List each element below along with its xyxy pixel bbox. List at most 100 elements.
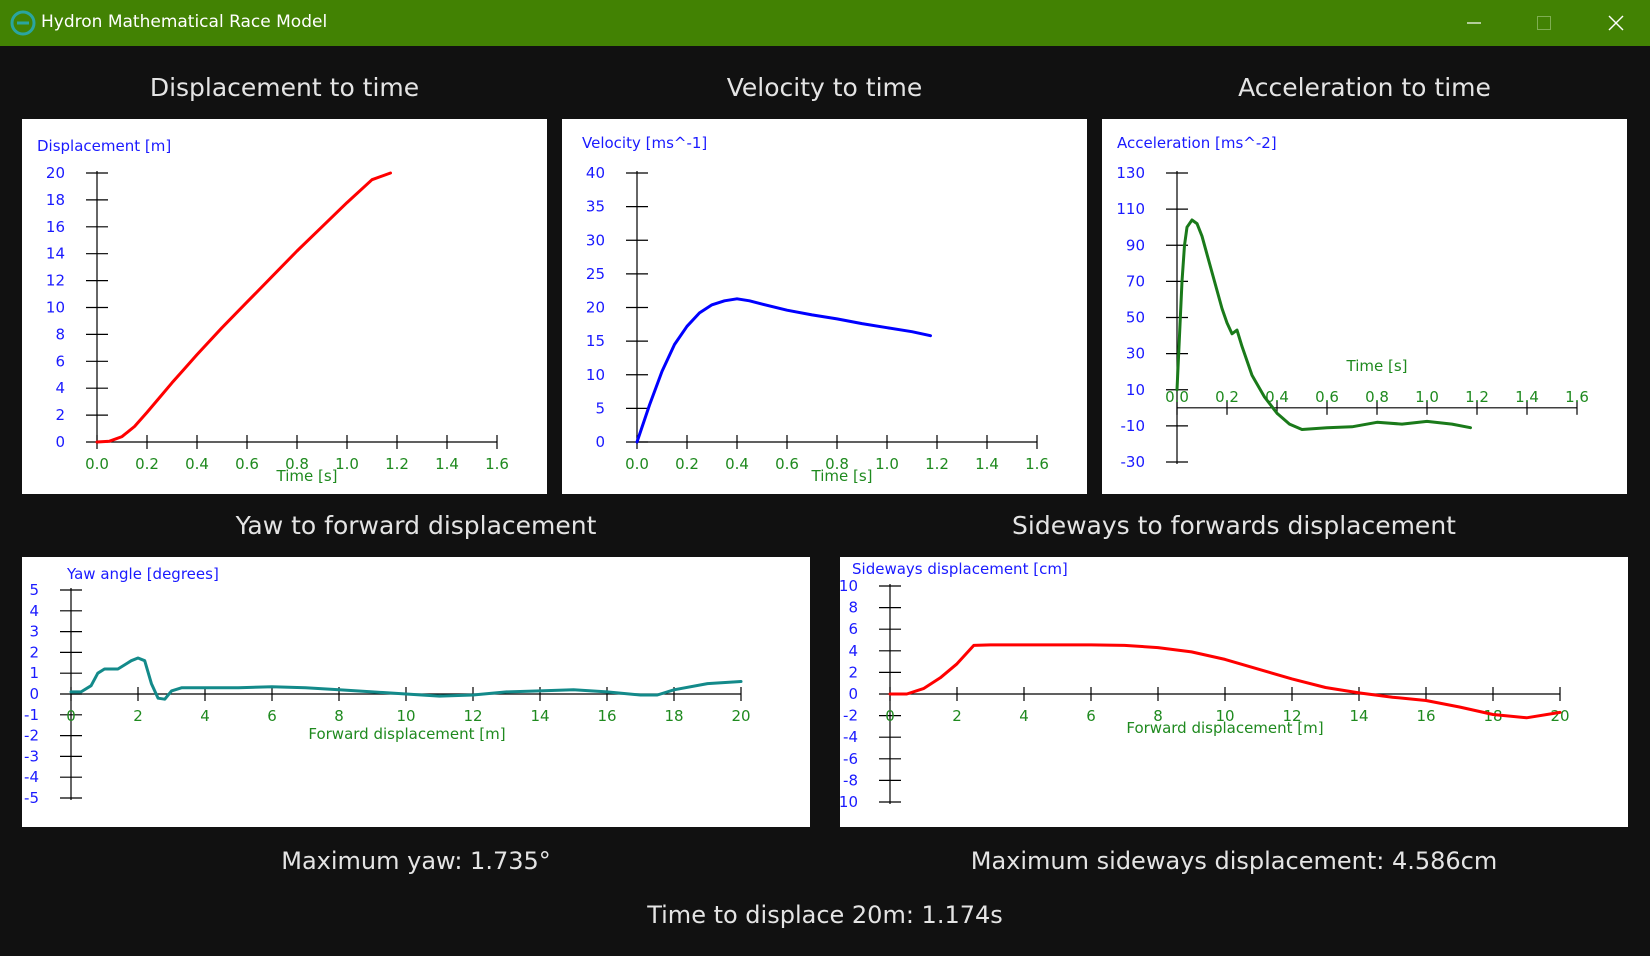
y-tick-label: 16 (46, 218, 65, 236)
x-tick-label: 0 (885, 707, 895, 725)
y-tick-label: 30 (586, 231, 605, 249)
y-axis-title: Acceleration [ms^-2] (1117, 134, 1277, 152)
y-tick-label: 70 (1126, 272, 1145, 290)
x-tick-label: 6 (267, 707, 277, 725)
app-logo-icon (10, 10, 36, 36)
x-tick-label: 12 (1282, 707, 1301, 725)
x-tick-label: 20 (731, 707, 750, 725)
y-axis-title: Yaw angle [degrees] (66, 565, 219, 583)
x-tick-label: 0.8 (825, 455, 849, 473)
y-tick-label: 0 (848, 685, 858, 703)
y-tick-label: 2 (848, 663, 858, 681)
x-tick-label: 1.0 (335, 455, 359, 473)
y-tick-label: 10 (586, 366, 605, 384)
y-tick-label: 14 (46, 245, 65, 263)
minimize-button[interactable] (1440, 0, 1508, 46)
y-tick-label: 30 (1126, 345, 1145, 363)
x-tick-label: 1.2 (1465, 388, 1489, 406)
y-tick-label: 90 (1126, 236, 1145, 254)
y-tick-label: 6 (55, 352, 65, 370)
y-tick-label: -10 (840, 793, 858, 811)
x-tick-label: 16 (1416, 707, 1435, 725)
displacement-chart: 0 2 4 6 8 10 12 14 16 18 20 0.0 0.2 0.4 0.6 0.8 1.0 1.2 1.… (22, 119, 547, 494)
y-tick-label: 10 (46, 299, 65, 317)
y-axis-title: Sideways displacement [cm] (852, 560, 1068, 578)
x-tick-label: 1.4 (975, 455, 999, 473)
x-tick-label: 14 (530, 707, 549, 725)
y-tick-label: -3 (24, 747, 39, 765)
x-axis-title: Time [s] (811, 467, 873, 485)
y-tick-label: 8 (848, 599, 858, 617)
minimize-icon (1467, 22, 1481, 24)
y-tick-label: -2 (24, 727, 39, 745)
x-axis-title: Forward displacement [m] (308, 725, 505, 743)
yaw-chart-title: Yaw to forward displacement (235, 511, 597, 540)
yaw-chart: -5 -4 -3 -2 -1 0 1 2 3 4 5 0 2 4 6 8 10 12 14 16 18 20 Yaw ang… (22, 557, 810, 827)
y-tick-label: 4 (55, 379, 65, 397)
y-tick-label: 0 (29, 685, 39, 703)
x-axis-title: Time [s] (1346, 357, 1408, 375)
x-tick-label: 0.8 (1365, 388, 1389, 406)
y-tick-label: 3 (29, 623, 39, 641)
acceleration-chart: -30 -10 10 30 50 70 90 110 130 0.0 0.2 0.4 0.6 0.8 1.0… (1102, 119, 1627, 494)
acceleration-chart-title: Acceleration to time (1238, 73, 1491, 102)
x-tick-label: 8 (1153, 707, 1163, 725)
x-tick-label: 0.6 (775, 455, 799, 473)
series-line (1175, 218, 1472, 431)
y-tick-label: 15 (586, 332, 605, 350)
x-tick-label: 6 (1086, 707, 1096, 725)
window-title: Hydron Mathematical Race Model (41, 12, 328, 32)
y-tick-label: 0 (595, 433, 605, 451)
x-tick-label: 12 (463, 707, 482, 725)
series-line (95, 171, 392, 444)
y-tick-label: -4 (24, 768, 39, 786)
y-tick-label: 18 (46, 191, 65, 209)
x-tick-label: 14 (1349, 707, 1368, 725)
y-tick-label: 25 (586, 265, 605, 283)
x-tick-label: 1.4 (1515, 388, 1539, 406)
x-tick-label: 10 (1215, 707, 1234, 725)
x-tick-label: 16 (597, 707, 616, 725)
x-tick-label: 4 (1019, 707, 1029, 725)
max-yaw-readout: Maximum yaw: 1.735° (281, 847, 551, 875)
x-tick-label: 0.6 (1315, 388, 1339, 406)
y-tick-label: 1 (29, 664, 39, 682)
x-tick-label: 0.0 (85, 455, 109, 473)
series-line (635, 297, 932, 444)
title-bar[interactable]: Hydron Mathematical Race Model (0, 0, 1650, 46)
x-tick-label: 0 (66, 707, 76, 725)
close-button[interactable] (1582, 0, 1650, 46)
y-tick-label: 2 (29, 643, 39, 661)
y-tick-label: -6 (843, 750, 858, 768)
max-sideways-readout: Maximum sideways displacement: 4.586cm (970, 847, 1498, 875)
x-tick-label: 0.0 (625, 455, 649, 473)
series-line (888, 643, 1562, 720)
y-tick-label: -30 (1121, 453, 1146, 471)
velocity-chart-title: Velocity to time (726, 73, 923, 102)
y-tick-label: -4 (843, 728, 858, 746)
x-tick-label: 8 (334, 707, 344, 725)
x-tick-label: 0.8 (285, 455, 309, 473)
x-tick-label: 0.2 (1215, 388, 1239, 406)
y-tick-label: -2 (843, 707, 858, 725)
x-tick-label: 4 (200, 707, 210, 725)
y-tick-label: 5 (29, 581, 39, 599)
x-tick-label: 1.6 (1565, 388, 1589, 406)
x-axis-title: Time [s] (276, 467, 338, 485)
y-tick-label: 0 (55, 433, 65, 451)
sideways-chart: -10-8-6-4-2024681002468101214161820Sidew… (840, 557, 1628, 827)
x-tick-label: 0.4 (1265, 388, 1289, 406)
x-tick-label: 1.4 (435, 455, 459, 473)
series-line (69, 656, 743, 701)
x-tick-label: 2 (952, 707, 962, 725)
y-tick-label: 110 (1116, 200, 1145, 218)
x-tick-label: 1.2 (385, 455, 409, 473)
y-tick-label: 2 (55, 406, 65, 424)
x-tick-label: 18 (664, 707, 683, 725)
y-tick-label: 50 (1126, 309, 1145, 327)
y-tick-label: 20 (586, 299, 605, 317)
maximize-button[interactable] (1510, 0, 1578, 46)
y-tick-label: 10 (840, 577, 858, 595)
x-tick-label: 0.4 (185, 455, 209, 473)
y-tick-label: -5 (24, 789, 39, 807)
